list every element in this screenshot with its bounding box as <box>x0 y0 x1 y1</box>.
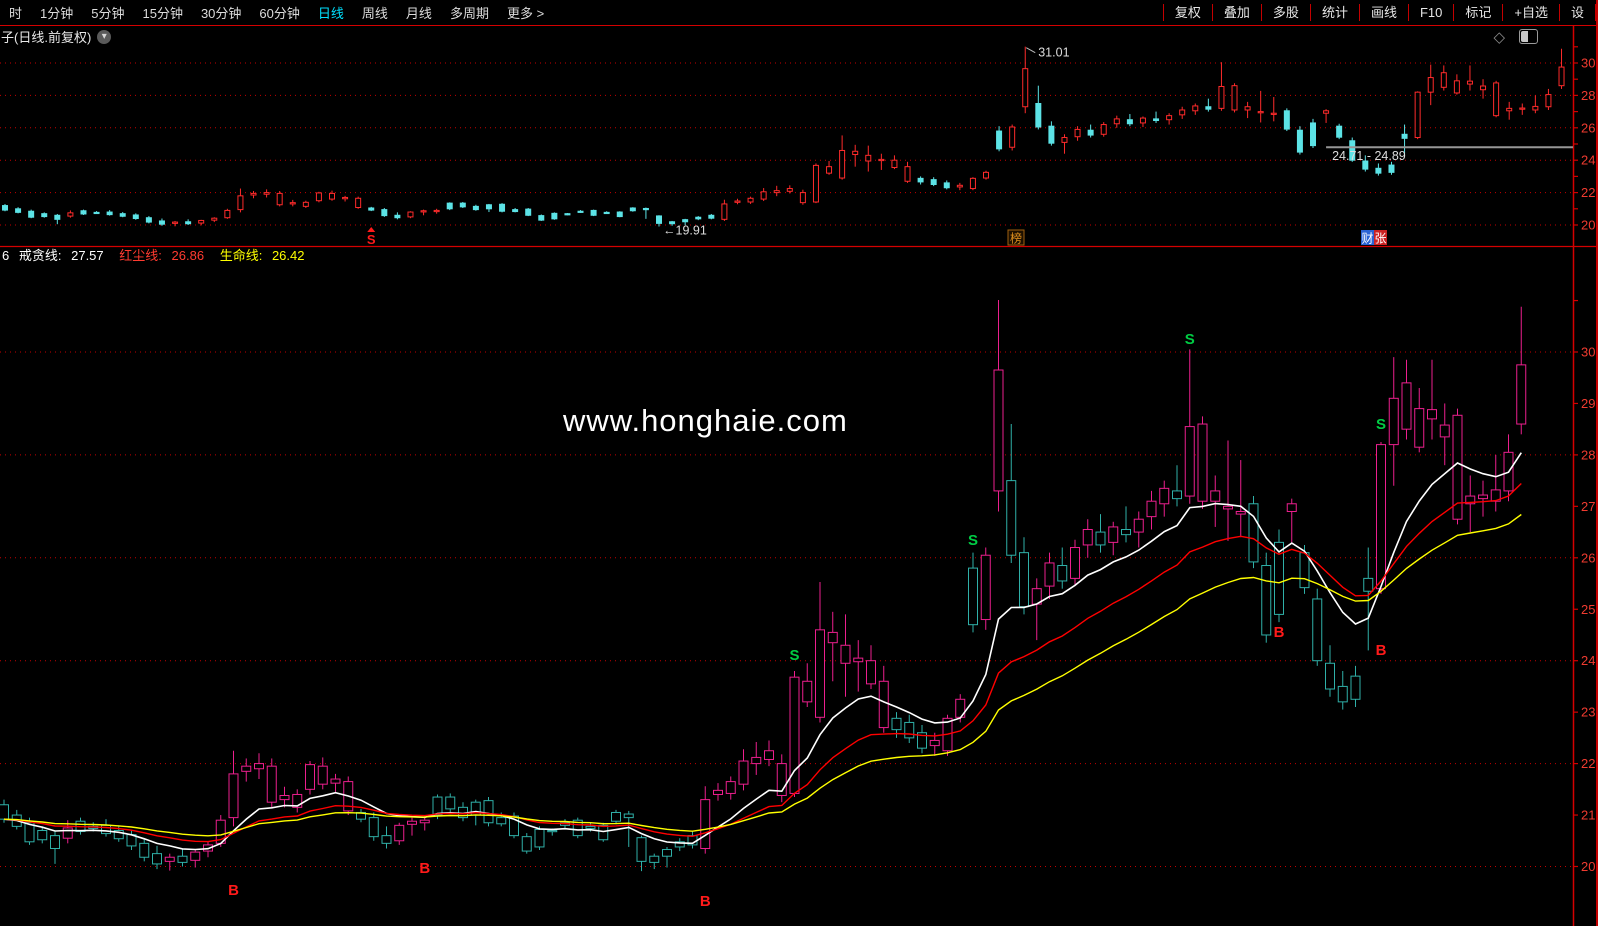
svg-text:榜: 榜 <box>1010 231 1022 246</box>
toolbar-item[interactable]: 叠加 <box>1211 4 1261 21</box>
period-item[interactable]: 30分钟 <box>200 6 242 21</box>
svg-text:24: 24 <box>1581 153 1595 168</box>
toolbar-item[interactable]: 设 <box>1558 4 1596 21</box>
svg-text:28: 28 <box>1581 447 1595 462</box>
svg-text:←19.91: ←19.91 <box>663 223 707 237</box>
svg-text:S: S <box>1185 331 1195 348</box>
svg-text:S: S <box>367 232 376 247</box>
svg-text:27: 27 <box>1581 499 1595 514</box>
indicator-shengming: 生命线: 26.42 <box>219 248 305 263</box>
toolbar-item[interactable]: 画线 <box>1358 4 1408 21</box>
period-item[interactable]: 更多 > <box>506 6 545 21</box>
chevron-down-icon[interactable]: ▾ <box>97 29 112 44</box>
period-menubar: 时 1分钟 5分钟 15分钟 30分钟 60分钟 日线 周线 月线 多周期 更多 > 复权 叠加 多股统… <box>0 0 1598 26</box>
period-item[interactable]: 60分钟 <box>259 6 300 21</box>
indicator-prefix: 6 <box>2 248 10 263</box>
toolbar-item[interactable]: 标记 <box>1453 4 1502 21</box>
svg-text:B: B <box>228 882 239 899</box>
period-item[interactable]: 多周期 <box>449 6 489 21</box>
svg-text:22: 22 <box>1581 756 1595 771</box>
svg-text:30: 30 <box>1581 345 1595 360</box>
symbol-title[interactable]: 子(日线.前复权) <box>1 30 92 45</box>
period-item[interactable]: 5分钟 <box>91 6 125 21</box>
diamond-icon[interactable]: ◇ <box>1493 28 1505 46</box>
period-item[interactable]: 月线 <box>405 6 432 21</box>
toolbar-item[interactable]: F10 <box>1407 4 1453 21</box>
svg-text:张: 张 <box>1374 232 1386 246</box>
svg-text:24: 24 <box>1581 653 1595 668</box>
toolbar-item[interactable]: 复权 <box>1162 4 1212 21</box>
svg-text:S: S <box>968 532 978 549</box>
indicator-hongchen: 红尘线: 26.86 <box>119 248 205 263</box>
period-menu: 时 1分钟 5分钟 15分钟 30分钟 60分钟 日线 周线 月线 多周期 更多 > <box>0 0 553 25</box>
svg-text:26: 26 <box>1581 120 1595 135</box>
svg-text:财: 财 <box>1361 232 1373 246</box>
indicator-header: 6 戒贪线: 27.57 红尘线: 26.86 生命线: 26.42 <box>2 245 317 264</box>
period-item[interactable]: 1分钟 <box>40 6 74 21</box>
svg-text:31.01: 31.01 <box>1038 46 1069 60</box>
svg-text:B: B <box>700 893 711 910</box>
toolbar-item[interactable]: +自选 <box>1502 4 1559 21</box>
symbol-bar: 子(日线.前复权) ▾ ◇ <box>0 26 1594 47</box>
svg-text:24.71 - 24.89: 24.71 - 24.89 <box>1332 149 1406 163</box>
svg-text:21: 21 <box>1581 808 1595 823</box>
svg-text:B: B <box>1274 624 1285 641</box>
right-edge-border <box>1596 0 1598 926</box>
svg-text:20: 20 <box>1581 218 1595 233</box>
svg-text:29: 29 <box>1581 396 1595 411</box>
svg-text:23: 23 <box>1581 705 1595 720</box>
svg-text:B: B <box>419 860 430 877</box>
period-item[interactable]: 时 <box>9 6 23 21</box>
svg-text:26: 26 <box>1581 550 1595 565</box>
svg-text:25: 25 <box>1581 602 1595 617</box>
svg-text:20: 20 <box>1581 859 1595 874</box>
toolbar-item[interactable]: 多股 <box>1260 4 1310 21</box>
panel-layout-icon[interactable] <box>1519 29 1538 44</box>
right-toolbar: 复权 叠加 多股 统计 画线 F10 标记 +自选设 <box>1162 0 1596 25</box>
svg-text:22: 22 <box>1581 185 1595 200</box>
svg-text:30: 30 <box>1581 56 1595 71</box>
svg-text:S: S <box>1376 416 1386 433</box>
period-item[interactable]: 周线 <box>361 6 388 21</box>
toolbar-item[interactable]: 统计 <box>1309 4 1359 21</box>
period-item[interactable]: 日线 <box>317 6 344 21</box>
period-item[interactable]: 15分钟 <box>142 6 183 21</box>
svg-text:28: 28 <box>1581 88 1595 103</box>
svg-text:S: S <box>789 647 799 664</box>
indicator-jietan: 戒贪线: 27.57 <box>18 248 104 263</box>
svg-text:B: B <box>1376 642 1387 659</box>
watermark: www.honghaie.com <box>563 403 848 438</box>
